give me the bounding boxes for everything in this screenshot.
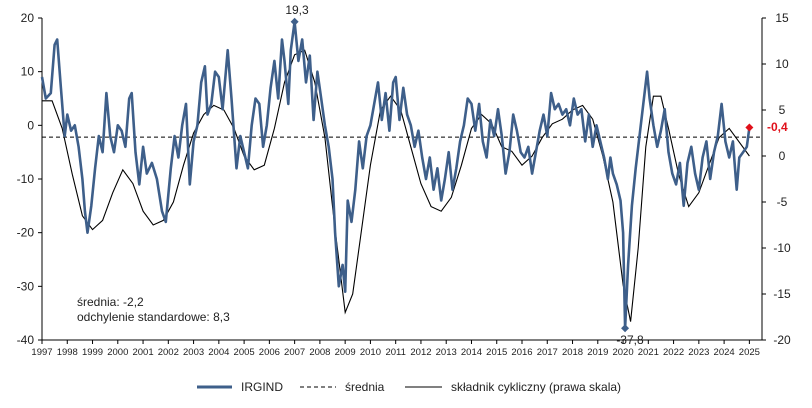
left-tick-label: -30 <box>17 279 35 293</box>
last-value-annotation: -0,4 <box>767 120 788 134</box>
x-tick-label: 2020 <box>612 347 633 358</box>
left-tick-label: 0 <box>27 118 34 132</box>
x-tick-label: 2006 <box>259 347 280 358</box>
x-tick-label: 2011 <box>385 347 405 358</box>
x-tick-label: 2022 <box>663 347 684 358</box>
right-tick-label: 0 <box>779 149 786 163</box>
x-tick-label: 2003 <box>183 347 204 358</box>
x-tick-label: 2007 <box>284 347 305 358</box>
stats-std-text: odchylenie standardowe: 8,3 <box>77 310 230 324</box>
x-tick-label: 2008 <box>309 347 330 358</box>
marker-layer <box>290 17 754 333</box>
x-tick-label: 2017 <box>537 347 558 358</box>
irgind-line-layer <box>40 20 751 330</box>
right-tick-label: 15 <box>775 11 789 25</box>
min-annotation: -37,8 <box>616 333 644 347</box>
x-tick-label: 2014 <box>461 347 482 358</box>
x-tick-label: 2012 <box>410 347 431 358</box>
x-tick-label: 2002 <box>158 347 179 358</box>
x-tick-label: 2001 <box>132 347 153 358</box>
irgind-line <box>40 20 751 330</box>
right-tick-label: -15 <box>773 287 791 301</box>
x-tick-label: 2009 <box>335 347 356 358</box>
left-tick-label: 20 <box>21 11 35 25</box>
x-tick-label: 2024 <box>714 347 735 358</box>
left-tick-label: -10 <box>17 172 35 186</box>
legend-irgind-label: IRGIND <box>241 380 283 394</box>
last-value-marker <box>745 123 754 132</box>
x-tick-label: 2010 <box>360 347 381 358</box>
right-tick-label: 5 <box>779 103 786 117</box>
x-tick-label: 2021 <box>638 347 659 358</box>
x-tick-label: 2000 <box>107 347 128 358</box>
legend: IRGIND średnia składnik cykliczny (prawa… <box>197 380 621 394</box>
x-tick-label: 2013 <box>436 347 457 358</box>
x-tick-label: 2005 <box>234 347 255 358</box>
legend-mean-label: średnia <box>345 380 385 394</box>
x-tick-label: 1998 <box>57 347 78 358</box>
stats-mean-text: średnia: -2,2 <box>77 295 144 309</box>
right-tick-label: -5 <box>777 195 788 209</box>
max-annotation: 19,3 <box>285 3 309 17</box>
x-tick-label: 2025 <box>739 347 760 358</box>
left-tick-label: -40 <box>17 333 35 347</box>
left-tick-label: -20 <box>17 226 35 240</box>
x-tick-label: 2019 <box>587 347 608 358</box>
min-marker <box>621 324 630 333</box>
x-tick-label: 2018 <box>562 347 583 358</box>
right-tick-label: -20 <box>773 333 791 347</box>
x-tick-label: 1997 <box>31 347 52 358</box>
max-marker <box>290 17 299 26</box>
legend-cycle-label: składnik cykliczny (prawa skala) <box>451 380 621 394</box>
x-tick-label: 2015 <box>486 347 507 358</box>
x-tick-label: 2004 <box>208 347 229 358</box>
x-tick-label: 1999 <box>82 347 103 358</box>
right-tick-label: 10 <box>775 57 789 71</box>
x-tick-label: 2016 <box>511 347 532 358</box>
x-tick-label: 2023 <box>688 347 709 358</box>
left-tick-label: 10 <box>21 65 35 79</box>
right-tick-label: -10 <box>773 241 791 255</box>
